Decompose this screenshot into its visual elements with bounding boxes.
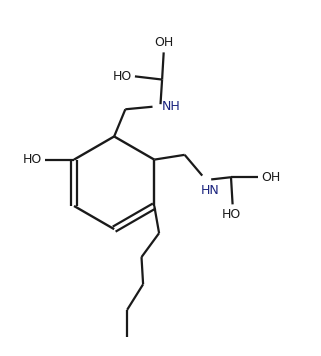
- Text: OH: OH: [154, 36, 173, 48]
- Text: NH: NH: [161, 100, 180, 113]
- Text: HO: HO: [221, 208, 241, 221]
- Text: HO: HO: [112, 70, 132, 83]
- Text: HO: HO: [23, 153, 42, 166]
- Text: HN: HN: [201, 184, 219, 197]
- Text: OH: OH: [261, 171, 281, 184]
